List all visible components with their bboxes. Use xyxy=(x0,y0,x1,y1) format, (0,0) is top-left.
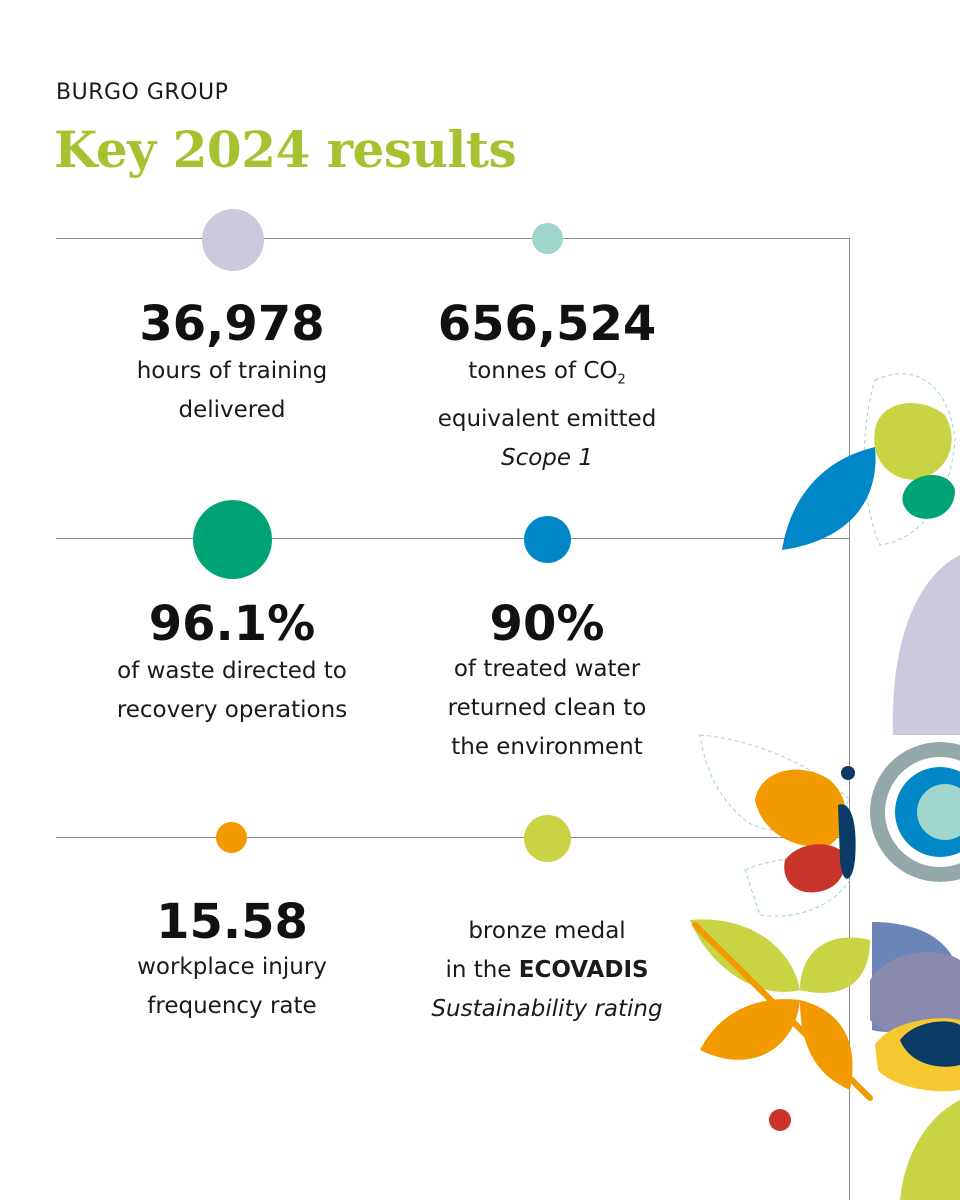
brand-eyebrow: BURGO GROUP xyxy=(56,80,229,105)
stat-injury-rate: 15.58 workplace injury frequency rate xyxy=(52,896,412,1026)
divider-row-3 xyxy=(56,837,850,838)
co2-subscript: 2 xyxy=(617,372,626,388)
lime-leaf-right xyxy=(800,937,870,993)
lime-leaf-top xyxy=(874,403,952,480)
orange-leaf-left xyxy=(700,999,800,1060)
navy-body xyxy=(838,804,856,879)
navy-small-dot xyxy=(841,766,855,780)
stat-desc-line: frequency rate xyxy=(147,993,317,1019)
stat-training-hours: 36,978 hours of training delivered xyxy=(52,298,412,430)
orange-dot xyxy=(216,822,247,853)
stat-value: 15.58 xyxy=(156,894,308,950)
divider-row-2 xyxy=(56,538,850,539)
stat-desc-line: hours of training xyxy=(136,358,328,384)
rating-label: Sustainability rating xyxy=(431,996,663,1022)
stat-desc-line: Scope 1 xyxy=(367,439,727,478)
ecovadis-prefix: in the xyxy=(445,957,519,983)
mint-core xyxy=(917,784,960,840)
stat-ecovadis: bronze medal in the ECOVADIS Sustainabil… xyxy=(367,912,727,1029)
stat-desc-line: tonnes of CO2 xyxy=(367,352,727,400)
divider-vertical xyxy=(849,238,850,1200)
divider-row-1 xyxy=(56,238,850,239)
stat-value: 96.1% xyxy=(148,596,316,652)
stat-value: 36,978 xyxy=(139,296,325,352)
red-wing xyxy=(784,844,846,893)
stat-desc-line: returned clean to xyxy=(447,695,647,721)
lavender-shape xyxy=(892,555,960,735)
orange-wing xyxy=(755,769,846,847)
page-title: Key 2024 results xyxy=(54,120,517,179)
stat-treated-water: 90% of treated water returned clean to t… xyxy=(367,598,727,767)
scope-label: Scope 1 xyxy=(500,444,593,471)
lime-bottom-shape xyxy=(900,1100,960,1200)
stat-desc-line: delivered xyxy=(178,397,286,423)
mint-dot xyxy=(532,223,563,254)
stat-desc-line: equivalent emitted xyxy=(437,405,657,432)
stat-desc-line: recovery operations xyxy=(116,697,348,723)
stat-desc-line: of waste directed to xyxy=(117,658,347,684)
blue-dot xyxy=(524,516,571,563)
stat-desc-line: bronze medal xyxy=(468,918,626,944)
blue-leaf xyxy=(782,447,876,550)
stat-desc-line: the environment xyxy=(451,734,643,760)
navy-wing xyxy=(900,1021,960,1067)
stat-desc-line: of treated water xyxy=(453,656,641,682)
leaf-stem xyxy=(692,922,873,1101)
co2-text: tonnes of CO xyxy=(468,358,618,384)
lime-dot xyxy=(524,815,571,862)
green-blob xyxy=(902,475,955,519)
ecovadis-brand: ECOVADIS xyxy=(518,957,649,983)
stat-waste-recovery: 96.1% of waste directed to recovery oper… xyxy=(52,598,412,730)
lime-leaf-left xyxy=(690,919,800,992)
stat-co2-emissions: 656,524 tonnes of CO2 equivalent emitted… xyxy=(367,298,727,478)
lavender-dot xyxy=(202,209,264,271)
stat-desc-line: workplace injury xyxy=(137,954,327,980)
stat-value: 90% xyxy=(489,596,605,652)
stat-value: 656,524 xyxy=(437,296,657,352)
red-small-dot xyxy=(769,1109,791,1131)
stat-desc-line: Sustainability rating xyxy=(367,990,727,1029)
green-dot xyxy=(193,500,272,579)
stat-desc-line: in the ECOVADIS xyxy=(367,951,727,990)
